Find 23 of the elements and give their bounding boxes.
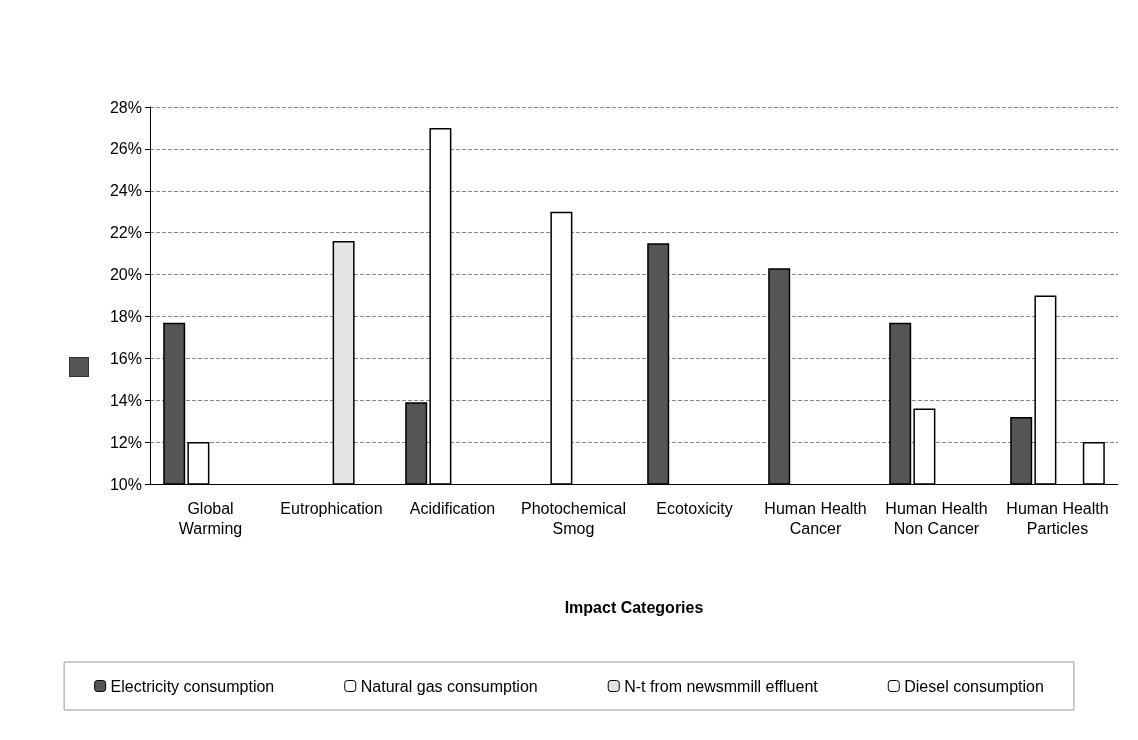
y-tick-label: 22% [109, 224, 142, 242]
y-tick-label: 28% [109, 98, 142, 116]
x-axis-title: Impact Categories [564, 598, 704, 616]
x-tick-label: Human Health Non Cancer [885, 499, 988, 537]
legend-label: Diesel consumption [904, 677, 1044, 695]
legend-label: Electricity consumption [110, 677, 275, 695]
y-tick-label: 12% [109, 433, 142, 451]
legend-label: Natural gas consumption [360, 677, 538, 695]
x-tick-label: Global Warming [178, 499, 243, 537]
x-tick-label: Human Health Particles [1006, 499, 1109, 537]
y-tick-label: 10% [109, 475, 142, 493]
x-tick-label: Eutrophication [280, 499, 383, 517]
x-tick-label: Photochemical Smog [521, 499, 626, 537]
legend-label: N-t from newsmmill effluent [624, 677, 819, 695]
x-tick-label: Acidification [409, 499, 496, 517]
y-tick-label: 16% [109, 349, 142, 367]
y-tick-label: 20% [109, 266, 142, 284]
y-tick-label: 18% [109, 307, 142, 325]
y-tick-label: 26% [109, 140, 142, 158]
y-tick-label: 24% [109, 182, 142, 200]
y-tick-label: 14% [109, 391, 142, 409]
x-tick-label: Ecotoxicity [656, 499, 733, 517]
x-tick-label: Human Health Cancer [764, 499, 867, 537]
